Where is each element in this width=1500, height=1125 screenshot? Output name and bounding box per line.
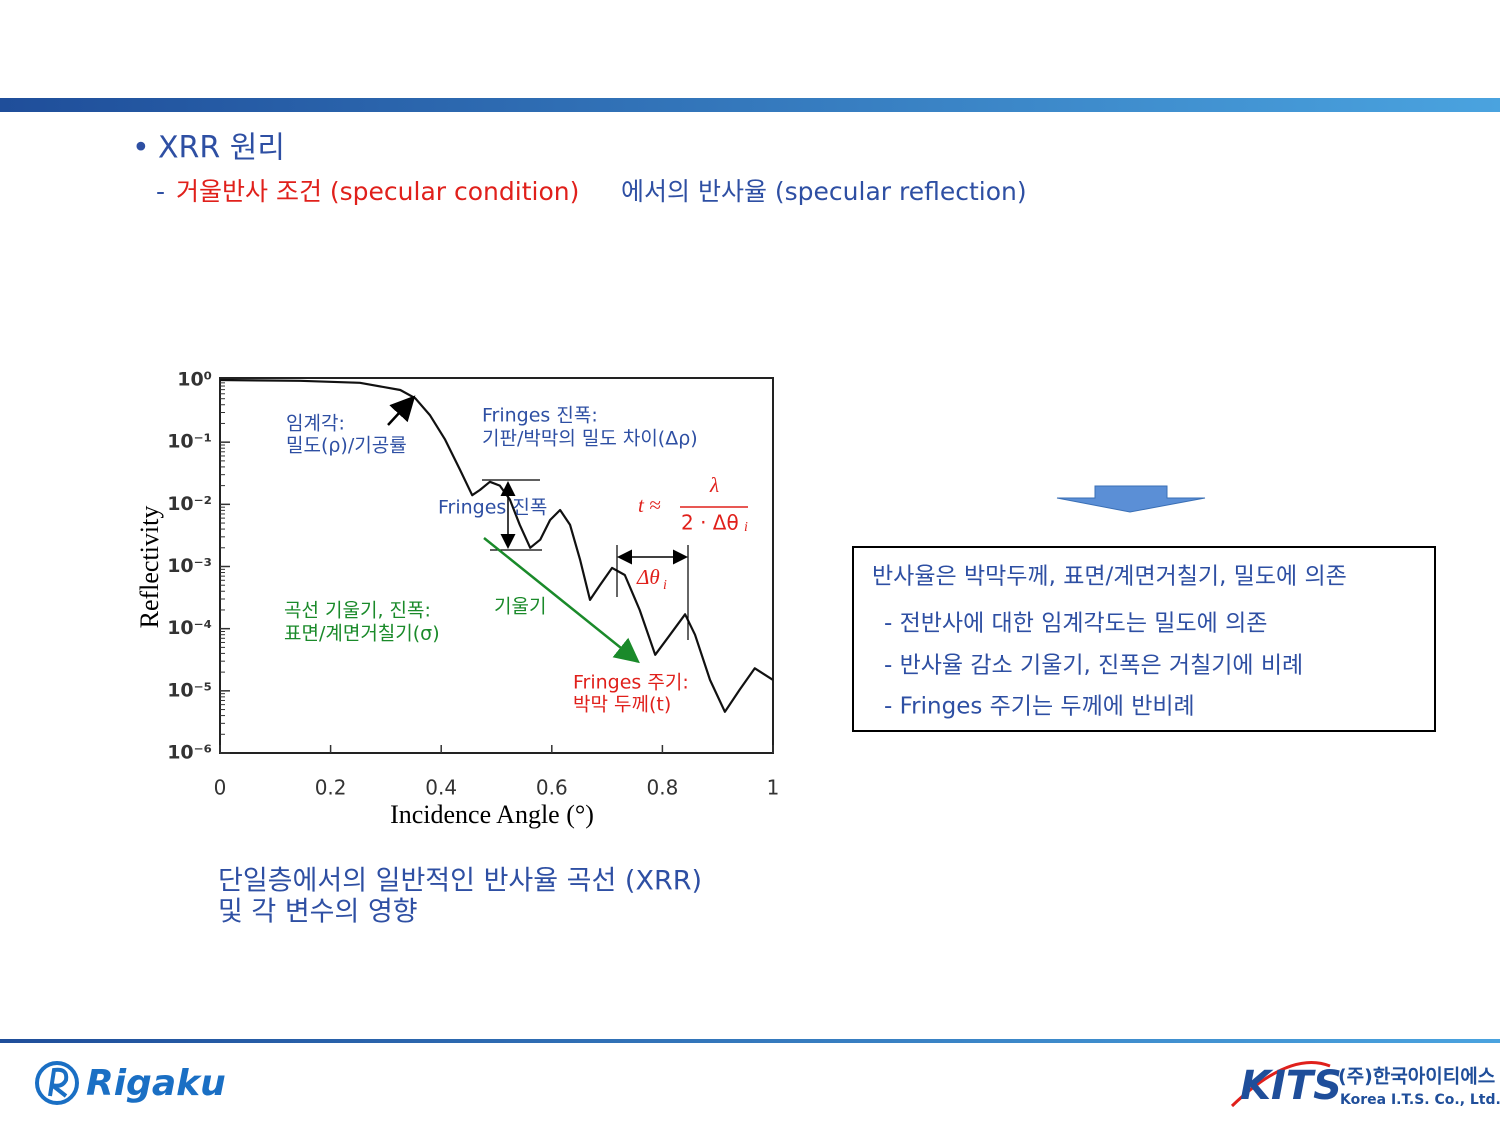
x-tick-label: 0.4 xyxy=(425,776,457,800)
y-tick-label: 10⁻² xyxy=(167,493,212,515)
top-bar xyxy=(0,98,1500,112)
kits-logo: KITS xyxy=(1240,1063,1342,1109)
subtitle-red: 거울반사 조건 (specular condition) xyxy=(176,177,579,206)
summary-box xyxy=(852,546,1436,732)
annotation: 박막 두께(t) xyxy=(573,694,671,716)
kits-swoosh xyxy=(1230,1061,1331,1108)
caption: 단일층에서의 일반적인 반사율 곡선 (XRR) xyxy=(218,866,702,897)
title: XRR 원리 xyxy=(158,131,285,166)
annotation: 2 · Δθ xyxy=(681,511,739,535)
annotation: Δθ xyxy=(636,565,660,589)
slope-arrow xyxy=(483,537,640,664)
critical-arrow xyxy=(387,395,416,426)
rigaku-icon-r xyxy=(48,1067,69,1098)
x-tick-label: 1 xyxy=(767,776,780,800)
annotation: 밀도(ρ)/기공률 xyxy=(286,435,407,457)
annotation: 임계각: xyxy=(286,413,345,435)
kits-english: Korea I.T.S. Co., Ltd. xyxy=(1340,1092,1500,1108)
kits-korean: (주)한국아이티에스 xyxy=(1338,1066,1495,1088)
x-tick-label: 0.2 xyxy=(315,776,347,800)
plot-frame xyxy=(219,377,774,754)
x-tick-label: 0.6 xyxy=(536,776,568,800)
reflectivity-curve xyxy=(219,378,774,713)
bottom-bar xyxy=(0,1039,1500,1043)
annotation: Fringes 주기: xyxy=(573,672,689,694)
annotation: t ≈ xyxy=(638,493,661,517)
box-title: 반사율은 박막두께, 표면/계면거칠기, 밀도에 의존 xyxy=(872,564,1347,590)
box-item: - 전반사에 대한 임계각도는 밀도에 의존 xyxy=(884,611,1267,637)
annotation: 기판/박막의 밀도 차이(Δρ) xyxy=(482,428,698,450)
annotation: Fringes 진폭: xyxy=(482,405,598,427)
caption: 및 각 변수의 영향 xyxy=(218,897,418,928)
annotation: 곡선 기울기, 진폭: xyxy=(284,600,431,622)
y-tick-label: 10⁰ xyxy=(177,369,212,391)
x-axis-label: Incidence Angle (°) xyxy=(390,800,594,829)
x-tick-label: 0.8 xyxy=(646,776,678,800)
chart: 10⁰ 10⁻¹ 10⁻² 10⁻³ 10⁻⁴ 10⁻⁵ 10⁻⁶0 0.2 0.4 0.6 0.8… xyxy=(167,369,779,800)
rigaku-logo: Rigaku xyxy=(86,1063,226,1104)
box-item: - 반사율 감소 기울기, 진폭은 거칠기에 비례 xyxy=(884,653,1303,679)
annotation: λ xyxy=(709,473,719,497)
annotation: 기울기 xyxy=(494,596,546,618)
bullet: • xyxy=(132,131,150,166)
y-tick-label: 10⁻⁶ xyxy=(167,742,212,764)
y-tick-label: 10⁻¹ xyxy=(167,431,212,453)
y-axis-label: Reflectivity xyxy=(135,506,164,629)
rigaku-icon xyxy=(35,1061,79,1105)
box-item: - Fringes 주기는 두께에 반비례 xyxy=(884,694,1195,720)
down-arrow xyxy=(1056,485,1206,513)
y-tick-label: 10⁻⁵ xyxy=(167,679,212,701)
annotation: i xyxy=(663,578,667,593)
subtitle-dash: - xyxy=(156,177,165,206)
annotation: 표면/계면거칠기(σ) xyxy=(284,623,440,645)
y-tick-label: 10⁻³ xyxy=(167,555,212,577)
subtitle-blue: 에서의 반사율 (specular reflection) xyxy=(621,177,1027,206)
y-tick-label: 10⁻⁴ xyxy=(167,617,212,639)
x-tick-label: 0 xyxy=(214,776,227,800)
annotation: Fringes 진폭 xyxy=(438,497,547,519)
annotation: i xyxy=(744,520,748,535)
